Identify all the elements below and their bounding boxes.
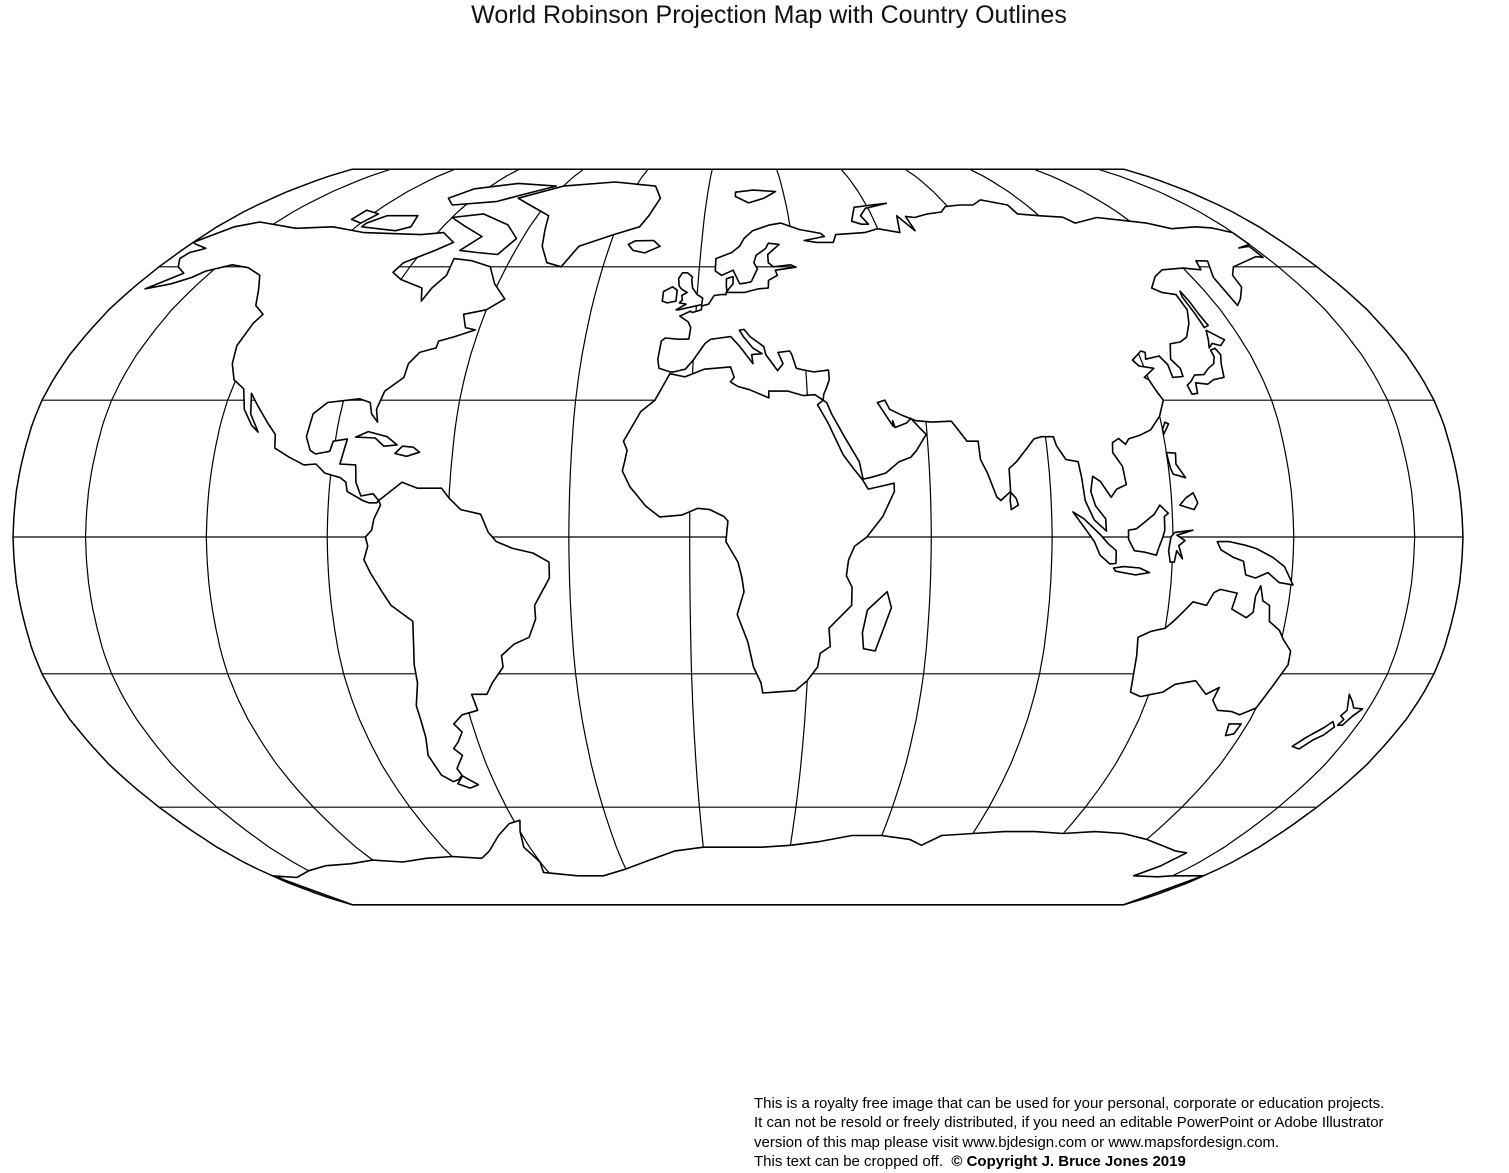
landmass-antarctica [272, 819, 1204, 906]
landmass-borneo [1127, 504, 1170, 556]
landmass-baffin-island [451, 213, 518, 256]
landmass-africa [621, 366, 896, 694]
landmass-novaya-zemlya [850, 202, 888, 225]
landmass-cuba [354, 430, 398, 447]
landmass-iceland [627, 239, 661, 254]
landmass-ellesmere-island [447, 182, 557, 206]
footer-line-3: version of this map please visit www.bjd… [754, 1133, 1280, 1151]
landmass-south-america [363, 481, 551, 783]
meridian--90 [326, 168, 520, 906]
landmass-north-america [144, 221, 506, 504]
landmass-new-guinea [1216, 540, 1294, 586]
landmass-ireland [661, 286, 678, 304]
landmass-luzon [1165, 451, 1187, 479]
landmass-eurasia [657, 199, 1264, 532]
landmass-mindanao [1179, 492, 1199, 511]
footer-line-4-text: This text can be cropped off. [754, 1152, 944, 1170]
landmass-svalbard [734, 189, 777, 204]
meridian--30 [568, 168, 649, 906]
landmass-tierra-del-fuego [457, 775, 480, 789]
footer-line-2: It can not be resold or freely distribut… [754, 1114, 1384, 1132]
landmass-hispaniola [394, 445, 421, 458]
map-frame-outline [12, 168, 1464, 906]
landmasses [144, 181, 1364, 906]
meridian-0 [689, 169, 713, 905]
footer-line-1: This is a royalty free image that can be… [754, 1095, 1385, 1112]
landmass-sulawesi [1167, 529, 1194, 563]
landmass-greenland [517, 181, 662, 268]
landmass-banks-island [350, 209, 380, 224]
footer-line-4: This text can be cropped off. © Copyrigh… [754, 1152, 1384, 1171]
landmass-new-zealand-north [1336, 693, 1364, 726]
landmass-tasmania [1224, 723, 1242, 737]
landmass-new-zealand-south [1291, 720, 1336, 750]
landmass-sakhalin [1179, 290, 1209, 329]
landmass-victoria-island [360, 214, 419, 232]
landmass-great-britain [675, 272, 704, 311]
landmass-madagascar [861, 590, 893, 652]
map-title: World Robinson Projection Map with Count… [471, 1, 1067, 29]
landmass-honshu [1186, 347, 1225, 395]
landmass-australia [1129, 585, 1292, 716]
meridian-180 [1097, 168, 1416, 906]
copyright-text: © Copyright J. Bruce Jones 2019 [951, 1152, 1186, 1170]
landmass-taiwan [1161, 421, 1170, 435]
landmass-hokkaido [1205, 329, 1226, 349]
landmass-sumatra [1072, 511, 1118, 565]
landmass-java [1112, 565, 1151, 576]
landmass-sri-lanka [1009, 491, 1020, 511]
copyright-notice: This is a royalty free image that can be… [754, 1094, 1384, 1171]
